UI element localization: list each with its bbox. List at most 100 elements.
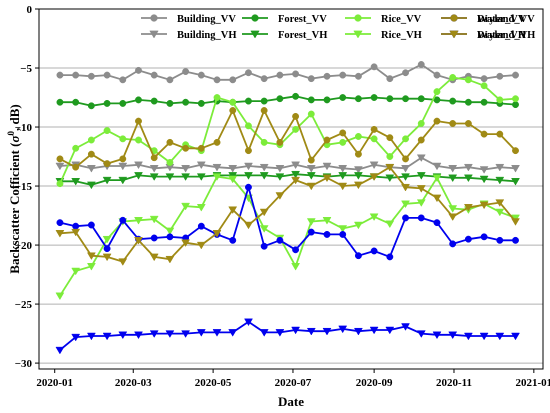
- data-point-forest-vv: [323, 96, 331, 104]
- data-point-building-vh: [432, 162, 442, 171]
- data-point-dryland-vv: [480, 130, 488, 138]
- data-point-rice-vh: [338, 225, 348, 233]
- data-point-water-vh: [55, 346, 65, 355]
- data-point-forest-vv: [182, 98, 190, 106]
- data-point-rice-vh: [416, 199, 426, 207]
- data-point-forest-vv: [150, 97, 158, 105]
- data-point-building-vh: [118, 162, 128, 171]
- legend-swatch-marker: [149, 30, 159, 39]
- data-point-forest-vv: [135, 96, 142, 104]
- data-point-water-vv: [496, 236, 504, 244]
- data-point-building-vh: [196, 161, 206, 170]
- x-tick-label: 2020-03: [115, 377, 152, 389]
- y-tick-label: −30: [15, 358, 33, 370]
- legend-label: Rice_VH: [381, 30, 422, 41]
- data-point-water-vh: [322, 327, 332, 336]
- series-line-building-vh: [59, 156, 516, 171]
- data-point-dryland-vh: [71, 228, 81, 237]
- data-point-forest-vh: [306, 172, 316, 180]
- legend-label: Water_VV: [477, 14, 526, 25]
- data-point-dryland-vh: [511, 218, 520, 226]
- series-line-water-vh: [59, 320, 516, 351]
- data-point-building-vv: [119, 76, 127, 84]
- data-point-building-vv: [229, 76, 237, 84]
- data-point-forest-vh: [353, 172, 363, 180]
- data-point-building-vh: [55, 162, 65, 171]
- data-point-dryland-vh: [479, 201, 489, 210]
- data-point-rice-vh: [401, 200, 410, 209]
- data-point-water-vv: [480, 233, 488, 241]
- legend-label: Forest_VV: [278, 14, 327, 25]
- data-point-forest-vh: [196, 173, 206, 181]
- legend-label: Forest_VH: [278, 30, 327, 41]
- y-axis-title-sigma: σ: [7, 135, 22, 143]
- data-point-water-vv: [292, 246, 300, 254]
- data-point-dryland-vh: [196, 241, 206, 250]
- legend-item-rice-vh: Rice_VH: [345, 30, 422, 41]
- data-point-forest-vv: [354, 95, 362, 103]
- x-tick-label: 2020-11: [436, 377, 472, 389]
- data-point-dryland-vv: [386, 134, 394, 142]
- data-point-forest-vv: [339, 94, 347, 101]
- y-tick-label: −15: [15, 181, 33, 193]
- data-point-water-vh: [416, 330, 426, 338]
- data-point-rice-vh: [55, 292, 65, 301]
- data-point-rice-vh: [432, 174, 442, 183]
- legend-item-forest-vh: Forest_VH: [242, 30, 327, 41]
- data-point-building-vv: [496, 72, 504, 80]
- data-point-rice-vv: [103, 127, 111, 135]
- series-line-forest-vh: [59, 173, 516, 186]
- data-point-building-vh: [322, 162, 332, 171]
- data-point-rice-vv: [339, 138, 347, 146]
- data-point-water-vv: [166, 233, 174, 241]
- data-point-forest-vh: [181, 173, 191, 181]
- data-point-building-vh: [495, 163, 505, 172]
- data-point-dryland-vv: [449, 120, 457, 127]
- data-point-rice-vv: [135, 136, 142, 144]
- data-point-forest-vh: [149, 173, 159, 181]
- y-tick-label: 0: [27, 4, 33, 16]
- data-point-dryland-vh: [181, 239, 191, 247]
- data-point-rice-vh: [385, 220, 395, 229]
- data-point-water-vv: [72, 222, 80, 230]
- series-line-forest-vv: [59, 95, 516, 107]
- data-point-water-vh: [196, 329, 206, 337]
- data-point-dryland-vv: [496, 130, 504, 138]
- data-point-building-vh: [244, 162, 253, 171]
- data-point-water-vv: [464, 235, 472, 243]
- legend-swatch-marker: [150, 14, 158, 22]
- legend-label: Rice_VV: [381, 14, 422, 25]
- data-point-forest-vv: [292, 92, 300, 100]
- data-point-dryland-vh: [401, 183, 410, 192]
- y-tick-label: −10: [15, 122, 33, 134]
- data-point-dryland-vh: [338, 182, 348, 191]
- grid: [39, 8, 543, 364]
- data-point-building-vh: [149, 165, 159, 173]
- data-point-building-vv: [370, 63, 378, 71]
- data-point-dryland-vh: [353, 181, 363, 190]
- plot-frame: [38, 8, 544, 370]
- data-point-dryland-vv: [119, 155, 127, 163]
- data-point-rice-vh: [102, 235, 112, 244]
- data-point-dryland-vh: [102, 253, 112, 262]
- data-point-dryland-vh: [448, 213, 458, 221]
- data-point-water-vh: [244, 318, 253, 327]
- data-point-building-vh: [338, 165, 348, 173]
- data-point-building-vv: [323, 72, 331, 80]
- data-point-dryland-vv: [276, 138, 284, 146]
- data-point-forest-vv: [260, 97, 268, 105]
- data-point-forest-vh: [102, 176, 112, 185]
- data-point-dryland-vv: [464, 120, 472, 127]
- data-point-rice-vv: [480, 82, 488, 90]
- data-point-building-vv: [103, 71, 111, 79]
- data-point-forest-vv: [464, 98, 472, 106]
- data-point-forest-vv: [402, 95, 409, 103]
- data-point-rice-vv: [213, 94, 221, 101]
- data-point-forest-vh: [86, 181, 96, 190]
- data-point-water-vv: [260, 242, 268, 250]
- data-point-dryland-vv: [56, 155, 64, 163]
- data-point-building-vh: [86, 165, 96, 173]
- data-point-forest-vv: [480, 98, 488, 106]
- legend-item-dryland-vv: Dryland_VV: [441, 14, 535, 25]
- data-point-building-vv: [512, 71, 519, 79]
